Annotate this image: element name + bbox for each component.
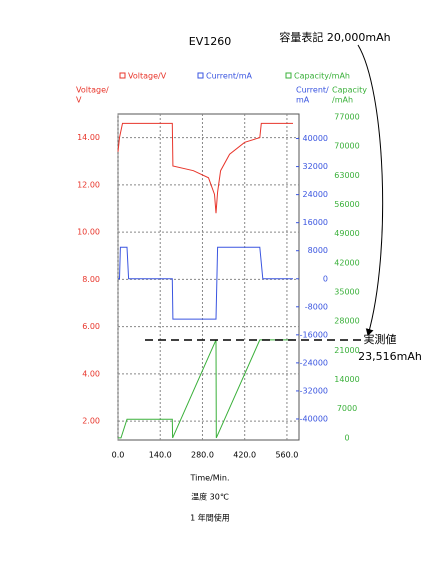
y3-tick-label: 77000 [334,112,359,121]
y3-tick-label: 0 [344,433,349,442]
y-tick-label: 4.00 [82,369,100,378]
y3-tick-label: 42000 [334,258,359,267]
y2-axis-label: mA [296,96,310,105]
y3-tick-label: 56000 [334,200,359,209]
series-line [118,339,293,439]
y3-tick-label: 63000 [334,171,359,180]
y3-tick-label: 35000 [334,288,359,297]
x-tick-label: 420.0 [233,451,256,460]
y3-tick-label: 21000 [334,346,359,355]
x-tick-label: 280.0 [191,451,214,460]
legend-label: Current/mA [206,72,253,81]
plot-area [117,113,300,441]
series-line [118,246,293,320]
y-tick-label: 12.00 [77,180,100,189]
y-tick-label: 2.00 [82,417,100,426]
y3-tick-label: 49000 [334,229,359,238]
x-tick-label: 140.0 [149,451,172,460]
y-axis-label: Voltage/ [76,86,109,95]
annotation: 23,516mAh [358,350,422,363]
y2-tick-label: 24000 [303,190,328,199]
legend-label: Voltage/V [128,72,167,81]
y-tick-label: 6.00 [82,322,100,331]
y-tick-label: 8.00 [82,275,100,284]
chart-title: EV1260 [189,35,231,48]
y3-tick-label: 70000 [334,142,359,151]
y2-tick-label: 8000 [308,246,328,255]
x-tick-label: 560.0 [275,451,298,460]
y2-tick-label: -24000 [300,358,328,367]
y2-tick-label: -32000 [300,386,328,395]
y2-tick-label: -16000 [300,330,328,339]
y-tick-label: 10.00 [77,228,100,237]
y2-tick-label: 40000 [303,134,328,143]
legend-label: Capacity/mAh [294,72,350,81]
y2-axis-label: Current/ [296,86,329,95]
y2-tick-label: 0 [323,274,328,283]
annotation: 容量表記 20,000mAh [279,30,390,44]
legend-swatch [119,72,126,79]
y-axis-label: V [76,96,82,105]
y3-tick-label: 14000 [334,375,359,384]
x-axis-label: Time/Min. [189,474,229,483]
y3-axis-label: Capacity [332,86,367,95]
legend-swatch [197,72,204,79]
y-tick-label: 14.00 [77,133,100,142]
y2-tick-label: -40000 [300,414,328,423]
annotation: 温度 30℃ [191,492,229,502]
annotation: 1 年間使用 [190,513,230,523]
y2-tick-label: -8000 [305,302,328,311]
y2-tick-label: 32000 [303,162,328,171]
y2-tick-label: 16000 [303,218,328,227]
arrow [357,44,384,336]
series-line [117,122,293,214]
y3-tick-label: 7000 [337,404,357,413]
legend-swatch [285,72,292,79]
x-tick-label: 0.0 [112,451,125,460]
y3-axis-label: /mAh [332,96,353,105]
y3-tick-label: 28000 [334,317,359,326]
